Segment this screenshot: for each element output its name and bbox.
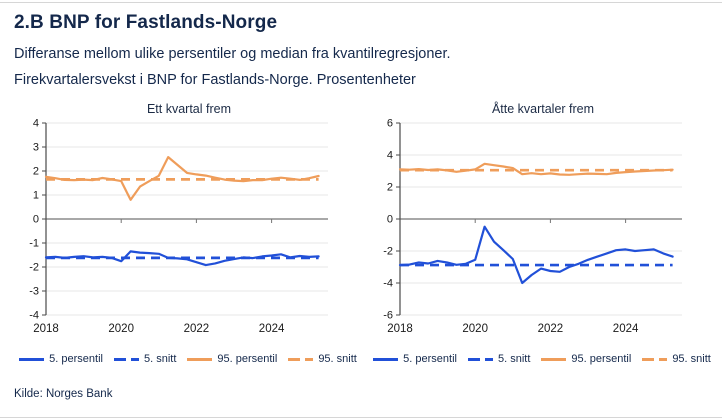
svg-text:2018: 2018 <box>33 323 59 335</box>
figure-title: 2.B BNP for Fastlands-Norge <box>14 12 278 33</box>
legend-label: 5. snitt <box>143 353 177 365</box>
svg-text:2020: 2020 <box>462 323 488 335</box>
svg-text:2024: 2024 <box>613 323 639 335</box>
svg-text:0: 0 <box>387 214 393 226</box>
legend-line-orange-dashed-icon <box>288 357 314 361</box>
legend-item-5-snitt: 5. snitt <box>467 353 531 365</box>
svg-text:2018: 2018 <box>387 323 413 335</box>
svg-text:2022: 2022 <box>538 323 564 335</box>
bottom-divider <box>0 417 722 418</box>
legend-item-5-persentil: 5. persentil <box>373 353 457 365</box>
legend-item-95-snitt: 95. snitt <box>288 353 357 365</box>
legend-left: 5. persentil 5. snitt 95. persentil 95. … <box>4 353 358 365</box>
top-divider <box>0 2 722 3</box>
svg-text:2020: 2020 <box>108 323 134 335</box>
legend-right: 5. persentil 5. snitt 95. persentil 95. … <box>358 353 712 365</box>
line-chart-ett-kvartal: -4 -3 -2 -1 0 1 2 3 4 2018 2020 2022 2024 <box>29 118 328 335</box>
source-note: Kilde: Norges Bank <box>14 388 113 400</box>
svg-text:2022: 2022 <box>184 323 210 335</box>
svg-text:-3: -3 <box>29 286 39 298</box>
legend-label: 95. snitt <box>672 353 711 365</box>
line-chart-atte-kvartaler: -6 -4 -2 0 2 4 6 2018 2020 2022 2024 <box>383 118 682 335</box>
legend-item-5-snitt: 5. snitt <box>113 353 177 365</box>
legend-label: 5. persentil <box>49 353 103 365</box>
figure-subtitle-line-2: Firekvartalersvekst i BNP for Fastlands-… <box>14 72 416 88</box>
charts-row: Ett kvartal frem -4 -3 -2 -1 0 1 2 3 4 2018 2020 20… <box>4 102 712 365</box>
legend-label: 95. persentil <box>217 353 278 365</box>
svg-text:-2: -2 <box>383 246 393 258</box>
legend-line-blue-dashed-icon <box>113 357 139 361</box>
legend-item-95-persentil: 95. persentil <box>541 353 631 365</box>
legend-item-95-snitt: 95. snitt <box>642 353 711 365</box>
svg-text:1: 1 <box>33 190 39 202</box>
legend-label: 95. snitt <box>318 353 357 365</box>
legend-label: 95. persentil <box>571 353 632 365</box>
svg-text:-2: -2 <box>29 262 39 274</box>
svg-text:-1: -1 <box>29 238 39 250</box>
legend-label: 5. persentil <box>403 353 457 365</box>
chart-panel-ett-kvartal: Ett kvartal frem -4 -3 -2 -1 0 1 2 3 4 2018 2020 20… <box>4 102 358 365</box>
svg-text:0: 0 <box>33 214 39 226</box>
svg-text:-4: -4 <box>383 278 393 290</box>
legend-line-orange-solid-icon <box>187 357 213 361</box>
svg-text:-4: -4 <box>29 310 39 322</box>
legend-item-95-persentil: 95. persentil <box>187 353 277 365</box>
svg-text:3: 3 <box>33 142 39 154</box>
chart-panel-atte-kvartaler: Åtte kvartaler frem -6 -4 -2 0 2 4 6 2018 2020 20… <box>358 102 712 365</box>
legend-line-orange-dashed-icon <box>642 357 668 361</box>
svg-text:-6: -6 <box>383 310 393 322</box>
svg-text:2: 2 <box>33 166 39 178</box>
legend-line-orange-solid-icon <box>541 357 567 361</box>
svg-text:6: 6 <box>387 118 393 130</box>
figure-subtitle-line-1: Differanse mellom ulike persentiler og m… <box>14 46 451 62</box>
legend-item-5-persentil: 5. persentil <box>19 353 103 365</box>
chart-title-right: Åtte kvartaler frem <box>491 102 595 116</box>
svg-text:2024: 2024 <box>259 323 285 335</box>
legend-label: 5. snitt <box>497 353 531 365</box>
svg-text:4: 4 <box>33 118 39 130</box>
chart-title-left: Ett kvartal frem <box>146 102 232 116</box>
legend-line-blue-solid-icon <box>373 357 399 361</box>
legend-line-blue-dashed-icon <box>467 357 493 361</box>
svg-text:4: 4 <box>387 150 393 162</box>
legend-line-blue-solid-icon <box>19 357 45 361</box>
svg-text:2: 2 <box>387 182 393 194</box>
